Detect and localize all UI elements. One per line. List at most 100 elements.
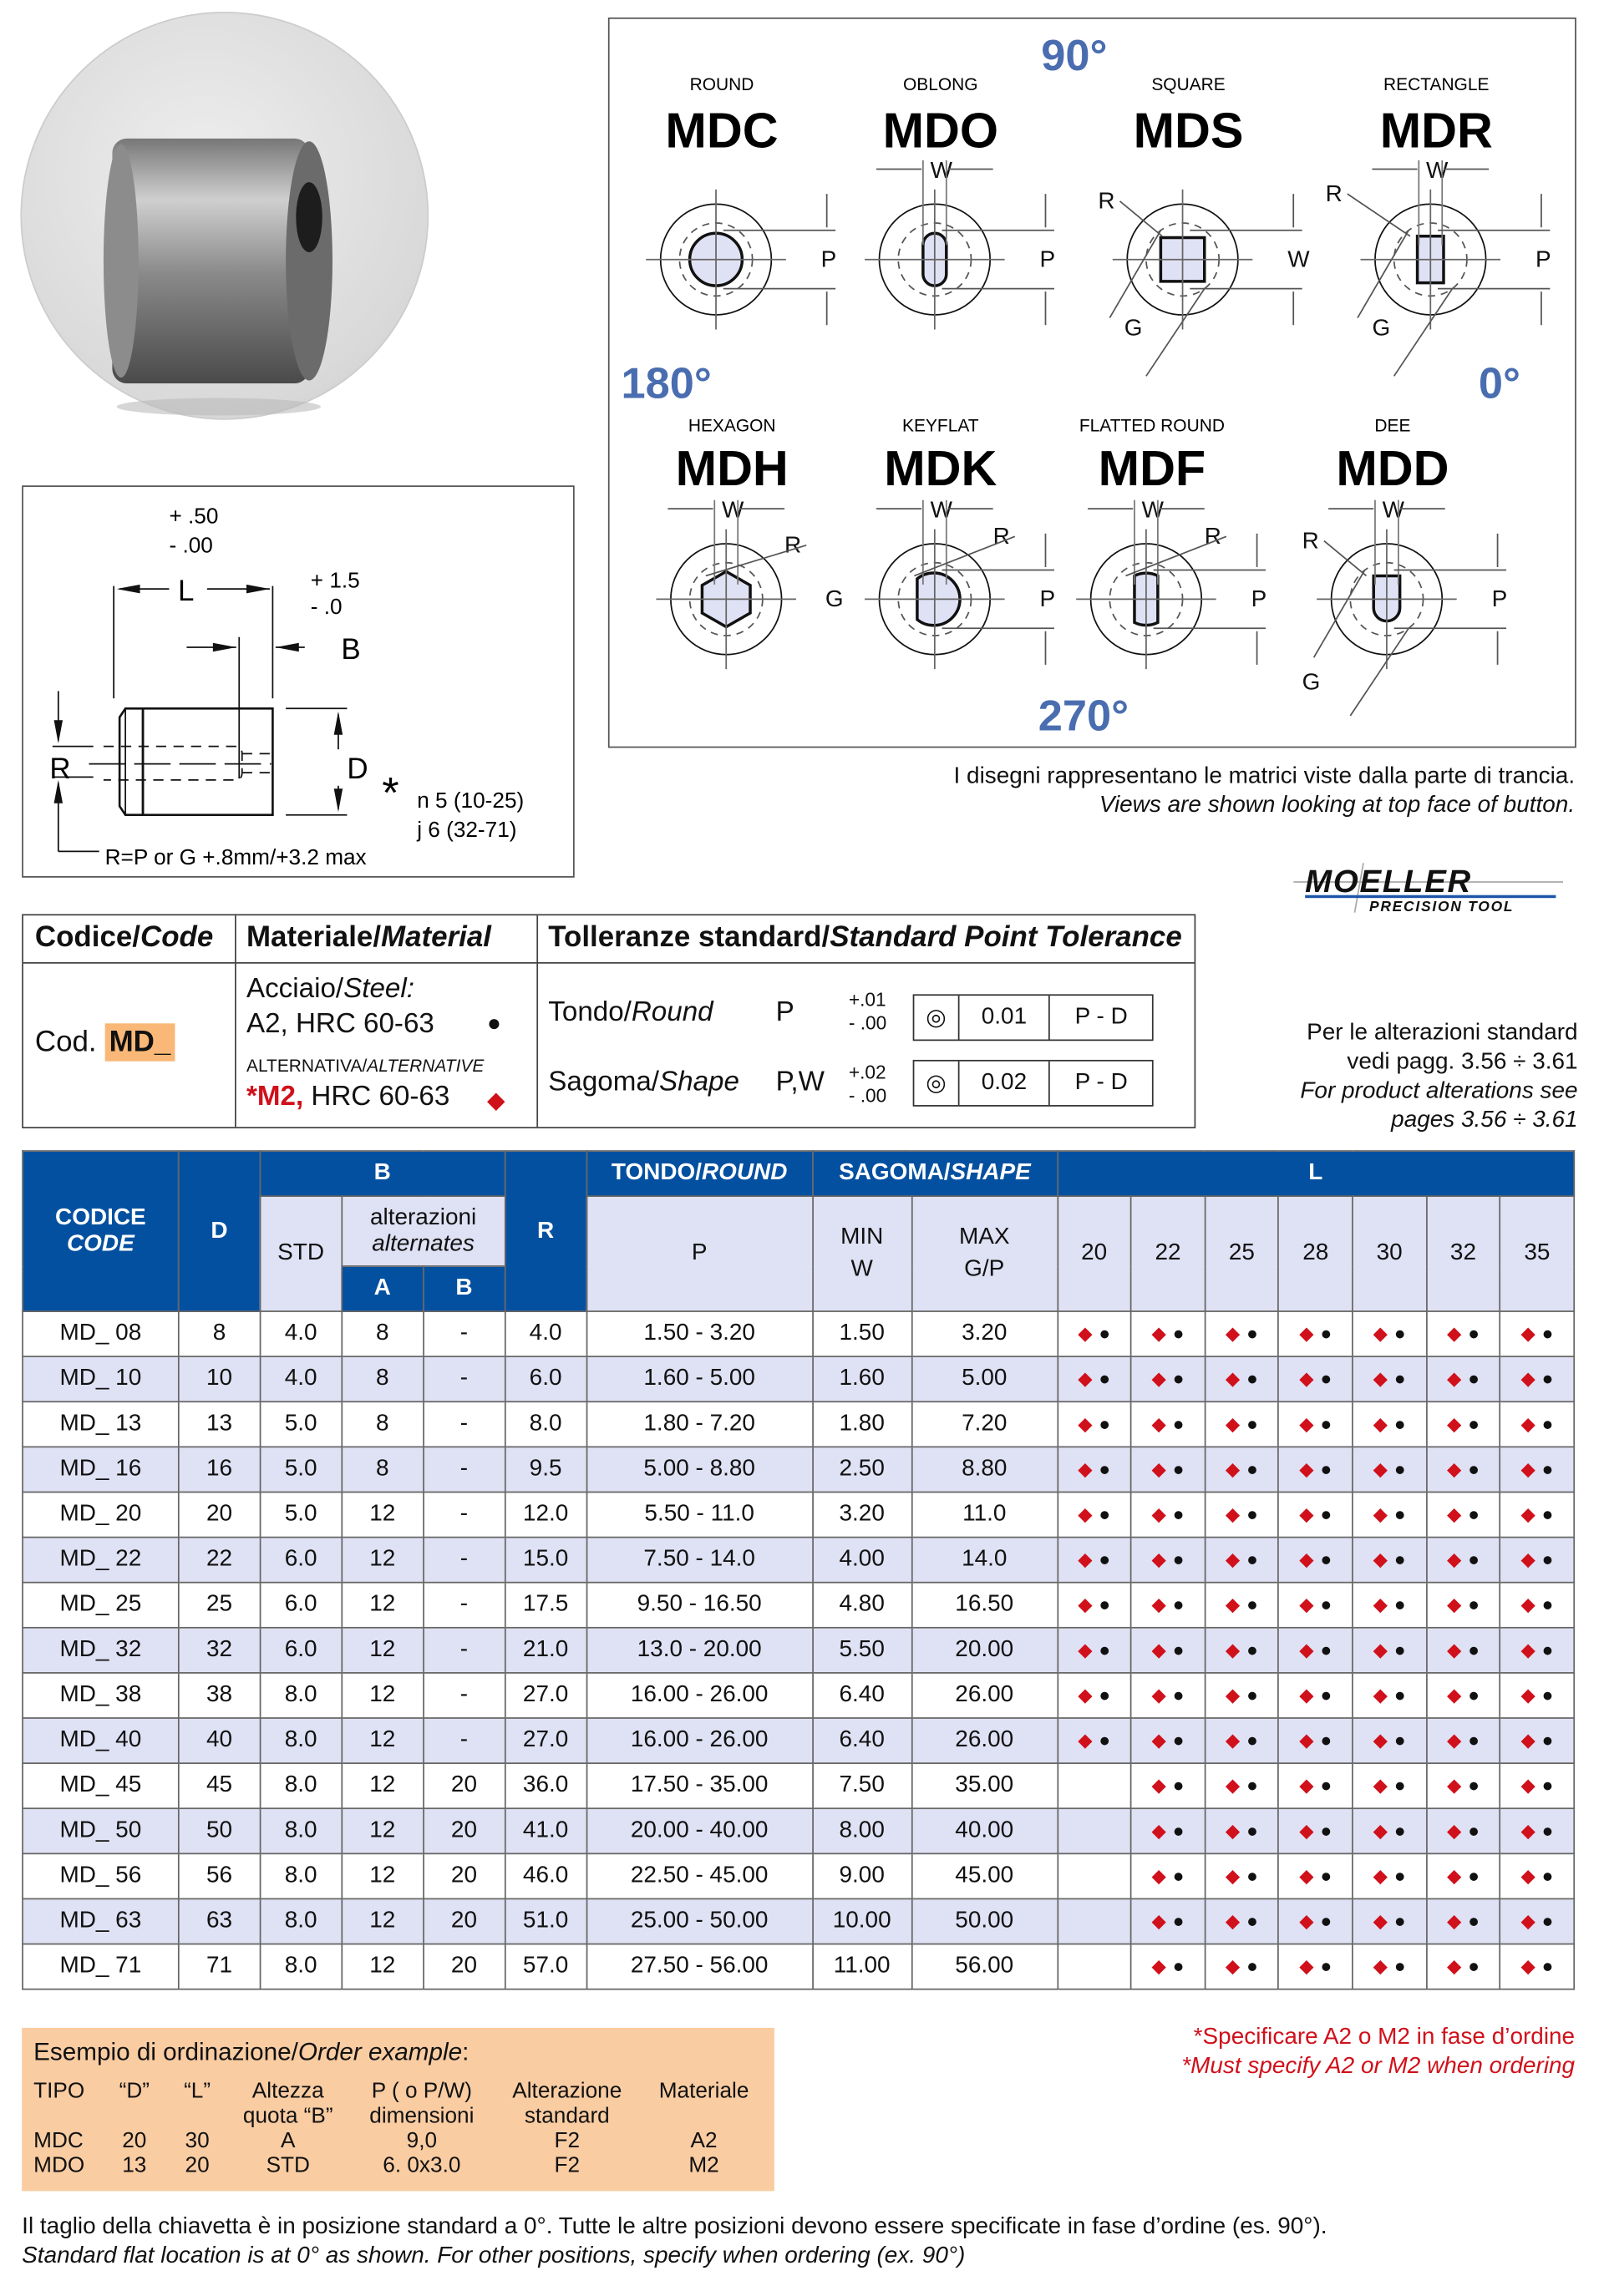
cell-l-availability: ◆ ● (1277, 1898, 1353, 1945)
m2-diamond-icon: ◆ (1151, 1322, 1167, 1345)
angle-label-a270: 270° (1038, 692, 1129, 740)
cell-l-availability: ◆ ● (1204, 1401, 1280, 1448)
table-row: MD_ 40 40 8.0 12-27.0 16.00 - 26.00 6.40 26.00… (22, 1717, 1576, 1764)
bushing-section-drawing: + .50 - .00 L + 1.5 - .0 B R D * n 5 (10… (49, 504, 524, 869)
cell-b-b: - (422, 1446, 506, 1493)
a2-dot-icon: ● (1320, 1819, 1332, 1842)
a2-dot-icon: ● (1172, 1322, 1185, 1345)
header-tolerance: Tolleranze standard/Standard Point Toler… (548, 921, 1182, 954)
cell-l-availability: ◆ ● (1204, 1762, 1280, 1810)
cell-b-std: 6.0 (259, 1626, 343, 1674)
cell-l-availability: ◆ ● (1204, 1581, 1280, 1629)
cell-l-availability: ◆ ● (1352, 1310, 1428, 1358)
spec-table: Codice/Code Materiale/Material Tolleranz… (22, 914, 1196, 1128)
cell-b-a: 12 (341, 1943, 424, 1990)
shape-type-label: HEXAGON (688, 417, 776, 436)
table-row: MD_ 45 45 8.0 12 20 36.0 17.50 - 35.00 7.50 35.0… (22, 1762, 1576, 1810)
cell-code: MD_ 16 (22, 1446, 180, 1493)
a2-dot-icon: ● (1468, 1457, 1480, 1480)
order-cell: STD (266, 2153, 310, 2178)
a2-dot-icon: ● (1393, 1593, 1406, 1615)
cell-r: 46.0 (504, 1853, 587, 1900)
col-max-gp: MAX G/P (911, 1195, 1058, 1312)
m2-diamond-icon: ◆ (1078, 1548, 1093, 1570)
a2-dot-icon: ● (1393, 1774, 1406, 1797)
dimension-label-r: R (1302, 527, 1319, 553)
a2-dot-icon: ● (1246, 1503, 1258, 1525)
cell-d: 56 (177, 1853, 261, 1900)
cell-max-gp: 26.00 (911, 1717, 1058, 1764)
a2-dot-icon: ● (1099, 1593, 1111, 1615)
a2-dot-icon: ● (1541, 1457, 1554, 1480)
cell-l-availability: ◆ ● (1499, 1626, 1576, 1674)
cell-l-availability: ◆ ● (1277, 1401, 1353, 1448)
cell-l-availability: ◆ ● (1499, 1762, 1576, 1810)
a2-dot-icon: ● (1541, 1412, 1554, 1435)
m2-diamond-icon: ◆ (1520, 1412, 1535, 1435)
cell-min-w: 1.50 (811, 1310, 912, 1358)
m2-diamond-icon: ◆ (1078, 1503, 1093, 1525)
m2-diamond-icon: ◆ (1447, 1322, 1462, 1345)
a2-dot-icon: ● (1393, 1864, 1406, 1887)
cell-b-b: - (422, 1581, 506, 1629)
cell-d: 63 (177, 1898, 261, 1945)
m2-diamond-icon: ◆ (1151, 1729, 1167, 1751)
table-row: MD_ 71 71 8.0 12 20 57.0 27.50 - 56.00 11.00 56.… (22, 1943, 1576, 1990)
shape-code: MDC (665, 102, 778, 158)
a2-dot-icon: ● (1099, 1457, 1111, 1480)
m2-diamond-icon: ◆ (1520, 1819, 1535, 1842)
m2-diamond-icon: ◆ (1373, 1729, 1388, 1751)
cell-l-availability: ◆ ● (1204, 1356, 1280, 1403)
m2-diamond-icon: ◆ (1299, 1367, 1314, 1390)
col-l-value: 32 (1425, 1195, 1501, 1312)
cell-l-availability: ◆ ● (1352, 1536, 1428, 1584)
a2-dot-icon: ● (1320, 1638, 1332, 1661)
cell-l-availability: ◆ ● (1499, 1807, 1576, 1855)
cell-l-availability: ◆ ● (1204, 1310, 1280, 1358)
dimension-label-p: P (1040, 246, 1056, 271)
cell-max-gp: 5.00 (911, 1356, 1058, 1403)
cell-b-b: - (422, 1536, 506, 1584)
dimension-label-p: P (1492, 585, 1508, 611)
cell-l-availability (1056, 1762, 1132, 1810)
cell-l-availability: ◆ ● (1352, 1943, 1428, 1990)
cell-l-availability: ◆ ● (1277, 1762, 1353, 1810)
col-shape: SAGOMA/SHAPE (811, 1150, 1058, 1198)
cell-l-availability: ◆ ● (1425, 1401, 1501, 1448)
code-highlight: MD_ (104, 1023, 175, 1062)
m2-diamond-icon: ◆ (1299, 1909, 1314, 1932)
r-label: R (49, 753, 70, 785)
cell-r: 15.0 (504, 1536, 587, 1584)
cell-l-availability: ◆ ● (1277, 1446, 1353, 1493)
cell-l-availability: ◆ ● (1056, 1446, 1132, 1493)
a2-dot-icon: ● (1172, 1503, 1185, 1525)
cell-min-w: 1.60 (811, 1356, 912, 1403)
cell-l-availability: ◆ ● (1425, 1898, 1501, 1945)
cell-min-w: 5.50 (811, 1626, 912, 1674)
a2-dot-icon: ● (1541, 1367, 1554, 1390)
m2-diamond-icon: ◆ (1520, 1367, 1535, 1390)
a2-dot-icon: ● (1320, 1322, 1332, 1345)
a2-dot-icon: ● (1468, 1638, 1480, 1661)
col-b-alternates: alterazioni alternates (341, 1195, 506, 1267)
order-cell: MDC (33, 2128, 84, 2154)
a2-dot-icon: ● (1468, 1819, 1480, 1842)
angle-label-a0: 0° (1479, 360, 1520, 408)
m2-diamond-icon: ◆ (1299, 1548, 1314, 1570)
caption-en: Views are shown looking at top face of b… (1099, 793, 1576, 819)
m2-diamond-icon: ◆ (1151, 1909, 1167, 1932)
order-row: MDC 20 30 A 9,0 F2 A2 (33, 2128, 774, 2153)
cell-b-b: - (422, 1356, 506, 1403)
cell-r: 21.0 (504, 1626, 587, 1674)
a2-dot-icon: ● (1541, 1909, 1554, 1932)
alterations-note: Per le alterazioni standard vedi pagg. 3… (1300, 1020, 1578, 1133)
cell-l-availability: ◆ ● (1277, 1672, 1353, 1719)
dimension-label-r: R (1326, 180, 1343, 206)
product-photo (20, 11, 429, 420)
cell-l-availability: ◆ ● (1204, 1536, 1280, 1584)
cell-l-availability: ◆ ● (1425, 1356, 1501, 1403)
cell-l-availability: ◆ ● (1129, 1356, 1206, 1403)
a2-dot-icon: ● (1099, 1322, 1111, 1345)
m2-diamond-icon: ◆ (1151, 1593, 1167, 1615)
